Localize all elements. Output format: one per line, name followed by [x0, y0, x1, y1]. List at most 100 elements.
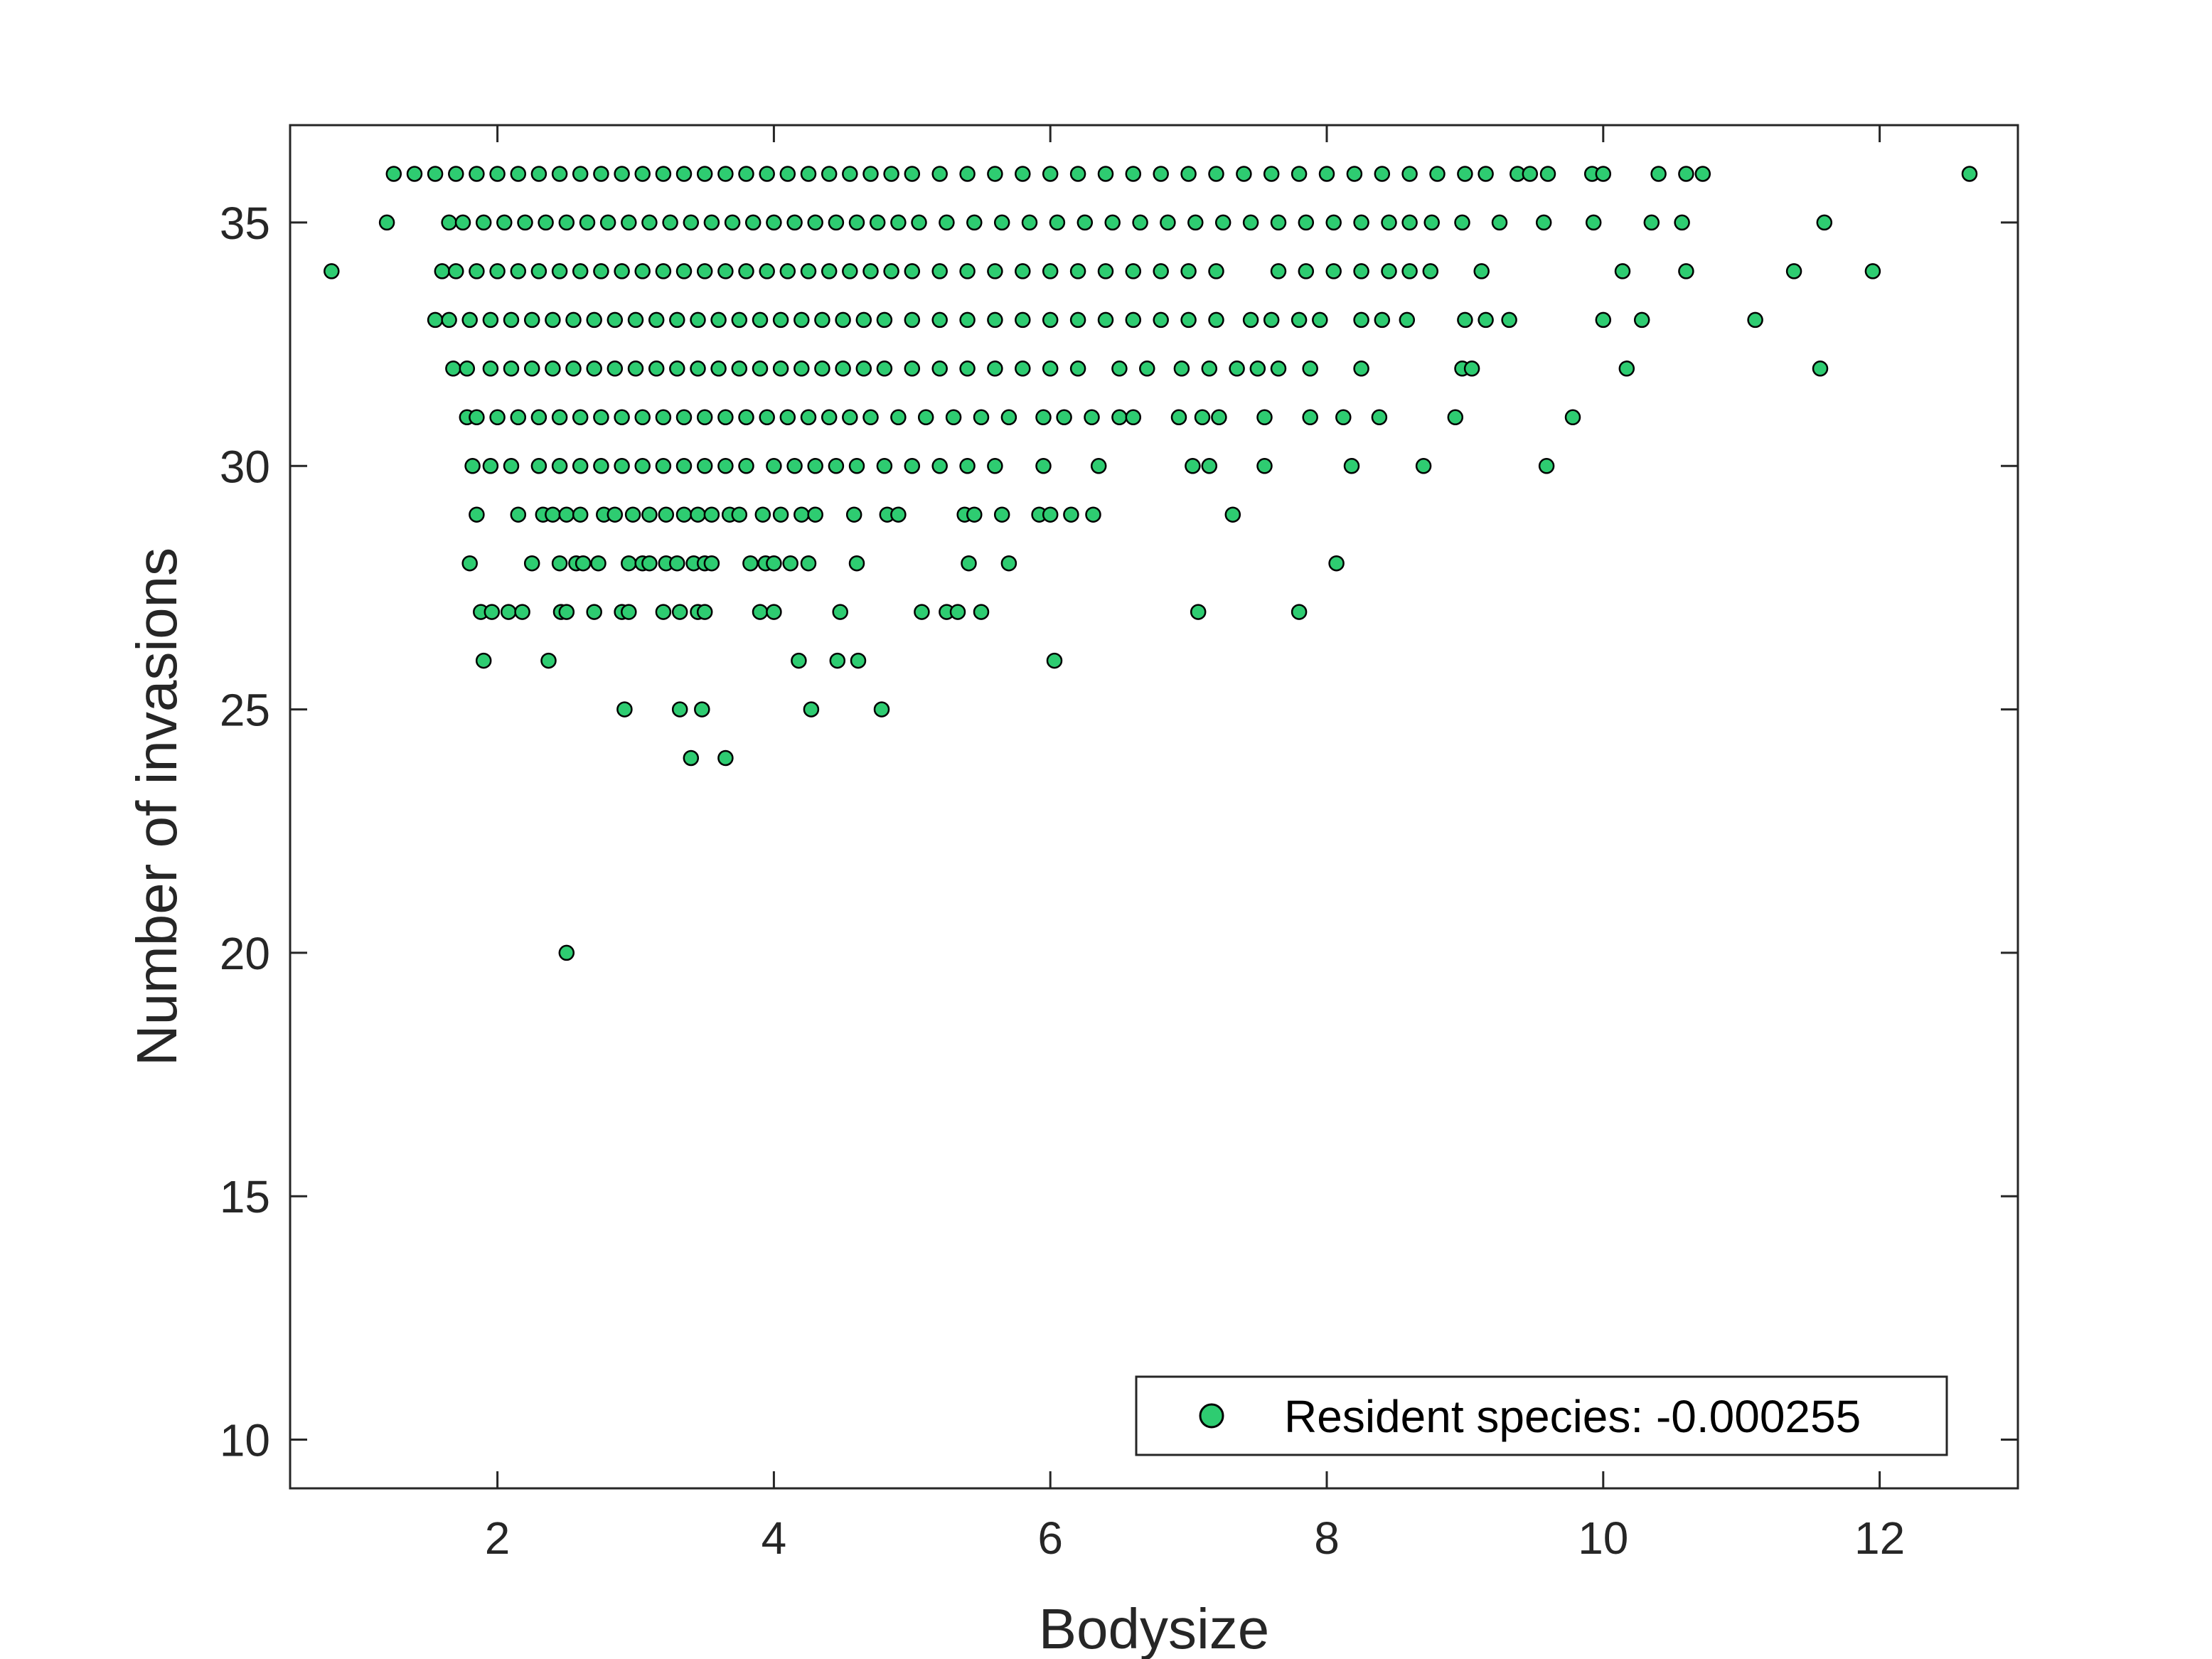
- data-point: [593, 166, 609, 182]
- data-point: [782, 555, 798, 572]
- data-point: [1478, 311, 1494, 329]
- data-point: [738, 263, 754, 279]
- data-point: [558, 604, 575, 620]
- data-point: [572, 458, 589, 474]
- data-point: [1153, 263, 1169, 279]
- data-point: [703, 506, 720, 523]
- data-point: [731, 311, 748, 329]
- data-point: [703, 214, 720, 231]
- data-point: [565, 311, 582, 329]
- data-point: [1256, 409, 1273, 426]
- data-point: [1201, 361, 1218, 377]
- data-point: [890, 506, 907, 523]
- data-point: [1194, 409, 1211, 426]
- data-point: [931, 166, 948, 182]
- data-point: [961, 555, 977, 572]
- data-point: [1187, 214, 1204, 231]
- data-point: [655, 409, 672, 426]
- data-point: [593, 409, 609, 426]
- data-point: [669, 361, 685, 377]
- data-point: [558, 944, 575, 961]
- data-point: [1747, 311, 1763, 329]
- data-point: [641, 506, 658, 523]
- data-point: [911, 214, 927, 231]
- data-point: [987, 166, 1003, 182]
- data-point: [1201, 458, 1218, 474]
- x-tick-label: 6: [1037, 1513, 1063, 1564]
- data-point: [987, 361, 1003, 377]
- data-point: [1501, 311, 1517, 329]
- data-point: [1229, 361, 1245, 377]
- data-point: [575, 555, 592, 572]
- data-point: [551, 166, 568, 182]
- y-axis-label: Number of invasions: [125, 548, 188, 1066]
- data-point: [939, 214, 955, 231]
- data-point: [614, 166, 630, 182]
- x-axis-label: Bodysize: [1039, 1597, 1270, 1659]
- data-point: [855, 311, 872, 329]
- data-point: [1153, 311, 1169, 329]
- data-point: [655, 166, 672, 182]
- data-point: [850, 652, 867, 669]
- data-point: [873, 701, 890, 718]
- data-point: [1069, 263, 1086, 279]
- y-tick-label: 35: [220, 198, 270, 249]
- data-point: [696, 263, 713, 279]
- data-point: [530, 409, 547, 426]
- data-point: [1864, 263, 1881, 279]
- data-point: [1564, 409, 1581, 426]
- x-tick-label: 4: [762, 1513, 787, 1564]
- data-point: [1678, 263, 1694, 279]
- data-point: [545, 506, 561, 523]
- data-point: [1422, 263, 1439, 279]
- data-point: [862, 409, 879, 426]
- data-point: [1463, 361, 1480, 377]
- data-point: [931, 311, 948, 329]
- data-point: [1539, 166, 1556, 182]
- data-point: [627, 361, 644, 377]
- data-point: [1125, 263, 1142, 279]
- data-point: [551, 555, 568, 572]
- data-point: [1457, 166, 1473, 182]
- data-point: [1153, 166, 1169, 182]
- data-point: [324, 263, 340, 279]
- data-point: [710, 311, 727, 329]
- data-point: [1353, 311, 1369, 329]
- data-point: [593, 458, 609, 474]
- data-point: [842, 166, 858, 182]
- data-point: [675, 263, 693, 279]
- data-point: [772, 361, 789, 377]
- data-point: [821, 166, 838, 182]
- data-point: [545, 311, 561, 329]
- data-point: [489, 263, 506, 279]
- data-point: [1374, 166, 1391, 182]
- data-point: [904, 166, 921, 182]
- data-point: [1056, 409, 1072, 426]
- y-tick-label: 20: [220, 928, 270, 979]
- data-point: [1111, 409, 1128, 426]
- data-point: [1302, 409, 1318, 426]
- data-point: [828, 458, 845, 474]
- data-point: [1042, 361, 1059, 377]
- data-point: [1211, 409, 1227, 426]
- data-point: [586, 311, 602, 329]
- data-point: [1381, 263, 1397, 279]
- data-point: [987, 458, 1003, 474]
- data-point: [848, 555, 865, 572]
- data-point: [523, 555, 540, 572]
- data-point: [655, 263, 672, 279]
- legend-entry-label: Resident species: -0.000255: [1284, 1391, 1861, 1442]
- data-point: [1270, 263, 1287, 279]
- data-point: [1042, 311, 1059, 329]
- data-point: [1595, 311, 1612, 329]
- data-point: [759, 166, 775, 182]
- data-point: [1595, 166, 1612, 182]
- data-point: [883, 166, 899, 182]
- data-point: [1042, 263, 1059, 279]
- data-point: [614, 409, 630, 426]
- data-point: [917, 409, 934, 426]
- data-point: [475, 652, 492, 669]
- data-point: [683, 750, 700, 767]
- data-point: [1125, 409, 1142, 426]
